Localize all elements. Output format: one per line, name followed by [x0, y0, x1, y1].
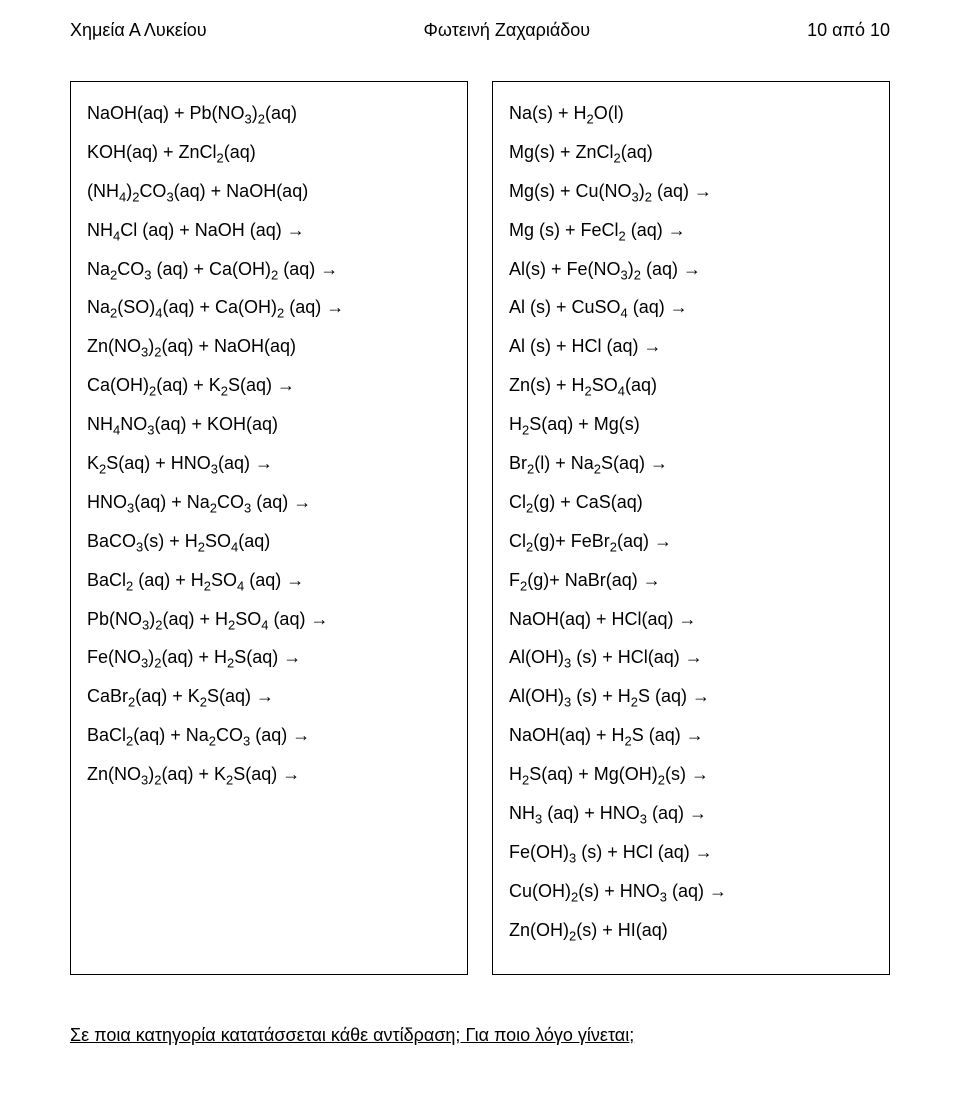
- reaction-item: H2S(aq) + Mg(s): [509, 411, 873, 439]
- header-right: 10 από 10: [807, 20, 890, 41]
- reaction-item: NaOH(aq) + HCl(aq) →: [509, 606, 873, 634]
- reaction-item: NaOH(aq) + H2S (aq) →: [509, 722, 873, 750]
- left-column: NaOH(aq) + Pb(NO3)2(aq) KOH(aq) + ZnCl2(a…: [70, 81, 468, 975]
- reaction-item: NH4Cl (aq) + NaOH (aq) →: [87, 217, 451, 245]
- reaction-item: NH3 (aq) + HNO3 (aq) →: [509, 800, 873, 828]
- reaction-item: Na2CO3 (aq) + Ca(OH)2 (aq) →: [87, 256, 451, 284]
- reaction-columns: NaOH(aq) + Pb(NO3)2(aq) KOH(aq) + ZnCl2(a…: [70, 81, 890, 975]
- reaction-item: Br2(l) + Na2S(aq) →: [509, 450, 873, 478]
- reaction-item: Pb(NO3)2(aq) + H2SO4 (aq) →: [87, 606, 451, 634]
- header-center: Φωτεινή Ζαχαριάδου: [424, 20, 591, 41]
- page-header: Χημεία Α Λυκείου Φωτεινή Ζαχαριάδου 10 α…: [70, 20, 890, 41]
- reaction-item: Zn(OH)2(s) + HI(aq): [509, 917, 873, 945]
- reaction-item: Zn(NO3)2(aq) + K2S(aq) →: [87, 761, 451, 789]
- reaction-item: Mg (s) + FeCl2 (aq) →: [509, 217, 873, 245]
- reaction-item: KOH(aq) + ZnCl2(aq): [87, 139, 451, 167]
- reaction-item: Al (s) + HCl (aq) →: [509, 333, 873, 361]
- footer-question: Σε ποια κατηγορία κατατάσσεται κάθε αντί…: [70, 1025, 890, 1046]
- reaction-item: CaBr2(aq) + K2S(aq) →: [87, 683, 451, 711]
- reaction-item: K2S(aq) + HNO3(aq) →: [87, 450, 451, 478]
- reaction-item: Mg(s) + Cu(NO3)2 (aq) →: [509, 178, 873, 206]
- header-left: Χημεία Α Λυκείου: [70, 20, 207, 41]
- reaction-item: HNO3(aq) + Na2CO3 (aq) →: [87, 489, 451, 517]
- reaction-item: BaCl2(aq) + Na2CO3 (aq) →: [87, 722, 451, 750]
- reaction-item: NaOH(aq) + Pb(NO3)2(aq): [87, 100, 451, 128]
- reaction-item: NH4NO3(aq) + KOH(aq): [87, 411, 451, 439]
- reaction-item: Ca(OH)2(aq) + K2S(aq) →: [87, 372, 451, 400]
- reaction-item: H2S(aq) + Mg(OH)2(s) →: [509, 761, 873, 789]
- reaction-item: Cl2(g) + CaS(aq): [509, 489, 873, 517]
- reaction-item: Na2(SO)4(aq) + Ca(OH)2 (aq) →: [87, 294, 451, 322]
- right-column: Na(s) + H2O(l) Mg(s) + ZnCl2(aq) Mg(s) + C…: [492, 81, 890, 975]
- reaction-item: Zn(s) + H2SO4(aq): [509, 372, 873, 400]
- reaction-item: Cl2(g)+ FeBr2(aq) →: [509, 528, 873, 556]
- reaction-item: Fe(OH)3 (s) + HCl (aq) →: [509, 839, 873, 867]
- page: Χημεία Α Λυκείου Φωτεινή Ζαχαριάδου 10 α…: [0, 0, 960, 1076]
- reaction-item: BaCl2 (aq) + H2SO4 (aq) →: [87, 567, 451, 595]
- reaction-item: Al (s) + CuSO4 (aq) →: [509, 294, 873, 322]
- reaction-item: Zn(NO3)2(aq) + NaOH(aq): [87, 333, 451, 361]
- reaction-item: Al(OH)3 (s) + H2S (aq) →: [509, 683, 873, 711]
- reaction-item: Mg(s) + ZnCl2(aq): [509, 139, 873, 167]
- reaction-item: F2(g)+ NaBr(aq) →: [509, 567, 873, 595]
- reaction-item: Fe(NO3)2(aq) + H2S(aq) →: [87, 644, 451, 672]
- reaction-item: Cu(OH)2(s) + HNO3 (aq) →: [509, 878, 873, 906]
- reaction-item: BaCO3(s) + H2SO4(aq): [87, 528, 451, 556]
- reaction-item: Al(s) + Fe(NO3)2 (aq) →: [509, 256, 873, 284]
- reaction-item: (NH4)2CO3(aq) + NaOH(aq): [87, 178, 451, 206]
- reaction-item: Na(s) + H2O(l): [509, 100, 873, 128]
- reaction-item: Al(OH)3 (s) + HCl(aq) →: [509, 644, 873, 672]
